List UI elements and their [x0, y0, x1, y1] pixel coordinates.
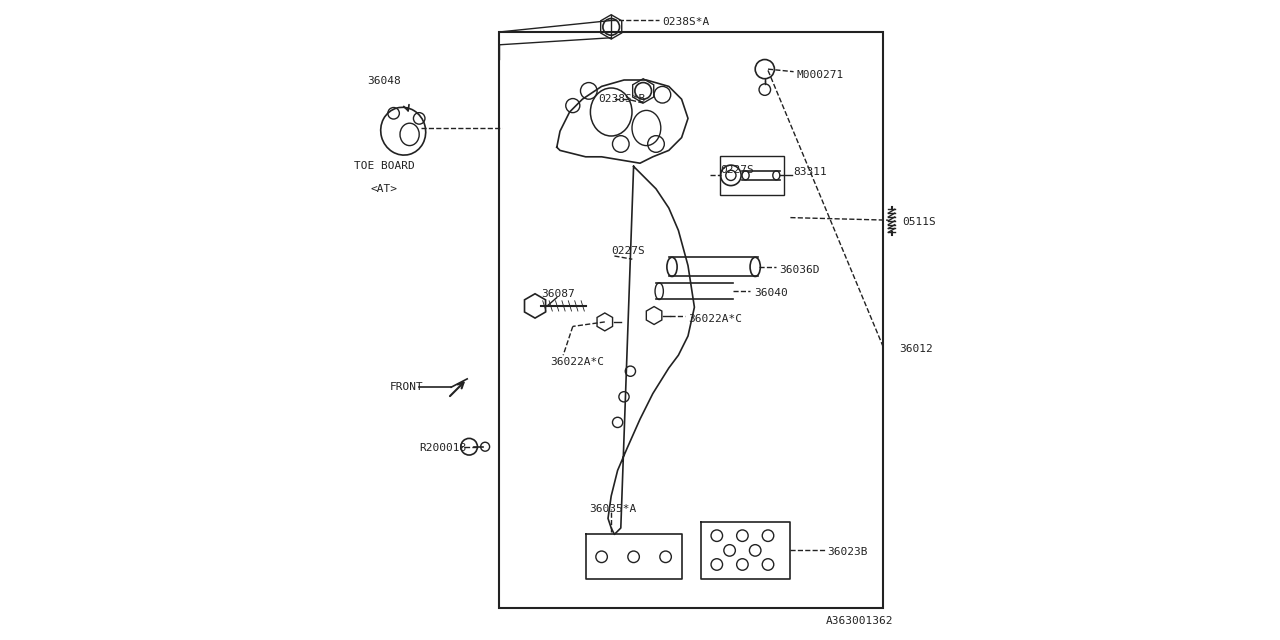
Text: FRONT: FRONT [389, 382, 424, 392]
Text: 36040: 36040 [754, 288, 787, 298]
Bar [499, 32, 883, 608]
Text: 36036D: 36036D [780, 265, 820, 275]
Text: TOE BOARD: TOE BOARD [353, 161, 415, 172]
Text: 0238S*A: 0238S*A [663, 17, 709, 28]
Text: 0227S: 0227S [612, 246, 645, 256]
Text: 0227S: 0227S [719, 164, 754, 175]
Text: M000271: M000271 [796, 70, 844, 80]
Text: 0511S: 0511S [902, 217, 936, 227]
Text: 36035*A: 36035*A [589, 504, 636, 514]
Text: 0238S*B: 0238S*B [599, 94, 645, 104]
Bar [719, 156, 783, 195]
Text: A363001362: A363001362 [826, 616, 893, 626]
Text: 36012: 36012 [900, 344, 933, 354]
Text: 36022A*C: 36022A*C [550, 356, 604, 367]
Text: 36048: 36048 [367, 76, 401, 86]
Text: R200018: R200018 [420, 443, 466, 453]
Text: 36087: 36087 [540, 289, 575, 300]
Text: 83311: 83311 [794, 166, 827, 177]
Text: 36022A*C: 36022A*C [689, 314, 742, 324]
Text: 36023B: 36023B [828, 547, 868, 557]
Text: <AT>: <AT> [370, 184, 398, 194]
